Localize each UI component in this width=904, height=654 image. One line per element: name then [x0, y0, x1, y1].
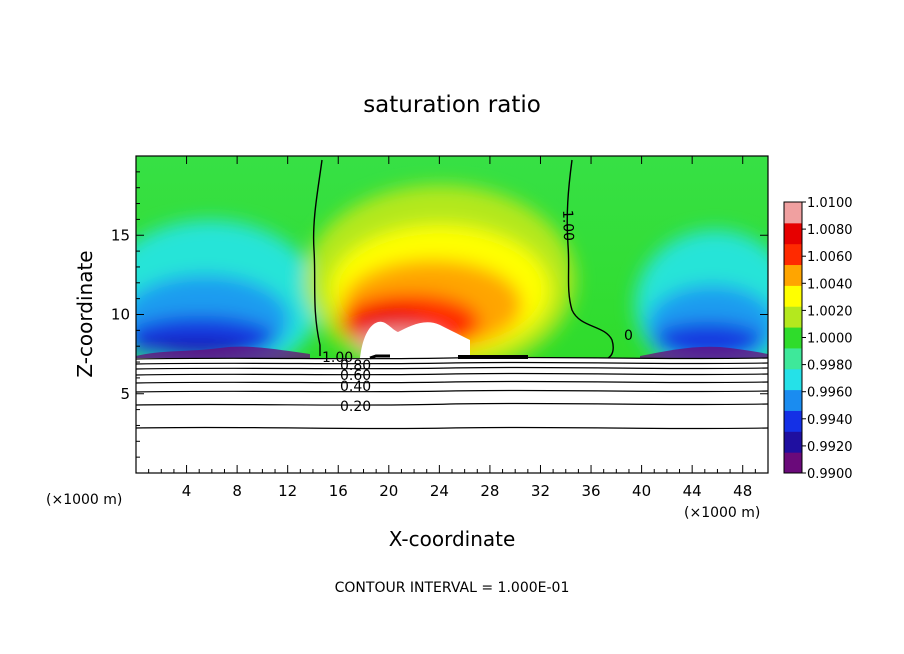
colorbar: 1.0100 1.0080 1.0060 1.0040 1.0020 1.0000 0.99… — [783, 196, 853, 482]
colorbar-swatch-5 — [784, 347, 802, 370]
colorbar-label-3: 1.0040 — [807, 277, 853, 292]
contour-interval-footer: CONTOUR INTERVAL = 1.000E-01 — [335, 580, 570, 596]
colorbar-label-5: 1.0000 — [807, 332, 853, 347]
colorbar-label-7: 0.9960 — [807, 386, 853, 401]
x-tick-label-9: 40 — [632, 482, 651, 500]
colorbar-swatch-4 — [784, 368, 802, 391]
x-tick-label-5: 24 — [430, 482, 449, 500]
colorbar-label-8: 0.9940 — [807, 413, 853, 428]
y-tick-label-1: 10 — [111, 306, 130, 324]
contour-label-020: 0.20 — [340, 399, 371, 415]
contour-labels: 1.00 1.00 0 0.80 0.60 0.40 0.20 — [322, 210, 633, 415]
colorbar-swatch-3 — [784, 389, 802, 411]
colorbar-swatch-7 — [784, 306, 802, 328]
y-axis: 5 10 15 — [111, 171, 768, 458]
x-axis: 4 8 12 16 20 24 28 32 36 40 44 48 — [148, 156, 756, 500]
colorbar-label-0: 1.0100 — [807, 196, 853, 211]
lower-rim-right — [640, 346, 768, 358]
colorbar-label-6: 0.9980 — [807, 359, 853, 374]
colorbar-label-4: 1.0020 — [807, 304, 853, 319]
colorbar-label-1: 1.0080 — [807, 223, 853, 238]
contour-label-080: 0.80 — [340, 358, 371, 374]
colorbar-swatch-11 — [784, 222, 802, 245]
x-tick-label-6: 28 — [480, 482, 499, 500]
contour-label-100-right: 1.00 — [559, 210, 576, 242]
y-tick-label-0: 5 — [120, 385, 130, 403]
contour-label-0: 0 — [624, 328, 633, 344]
x-tick-label-3: 16 — [329, 482, 348, 500]
x-tick-label-10: 44 — [683, 482, 702, 500]
colorbar-swatch-10 — [784, 243, 802, 266]
colorbar-swatch-12 — [784, 202, 802, 224]
y-axis-label: Z-coordinate — [73, 250, 97, 377]
colorbar-swatch-8 — [784, 285, 802, 307]
chart-title: saturation ratio — [363, 92, 541, 118]
x-tick-label-4: 20 — [379, 482, 398, 500]
colorbar-swatch-2 — [784, 410, 802, 432]
contour-label-100-left: 1.00 — [322, 350, 353, 366]
x-tick-label-2: 12 — [278, 482, 297, 500]
colorbar-label-9: 0.9920 — [807, 440, 853, 455]
x-tick-label-7: 32 — [531, 482, 550, 500]
x-tick-label-11: 48 — [733, 482, 752, 500]
y-tick-label-2: 15 — [111, 226, 130, 244]
colorbar-label-2: 1.0060 — [807, 250, 853, 265]
x-unit-right: (×1000 m) — [684, 505, 760, 521]
saturation-field — [136, 156, 768, 358]
colorbar-label-10: 0.9900 — [807, 467, 853, 482]
contour-lines — [135, 159, 769, 430]
x-tick-label-8: 36 — [581, 482, 600, 500]
colorbar-swatch-6 — [784, 327, 802, 349]
saturated-core — [360, 321, 470, 358]
contour-label-040: 0.40 — [340, 379, 371, 395]
x-tick-label-1: 8 — [232, 482, 242, 500]
contour-label-060: 0.60 — [340, 368, 371, 384]
colorbar-swatch-9 — [784, 264, 802, 286]
colorbar-swatch-0 — [784, 452, 802, 474]
x-axis-label: X-coordinate — [389, 527, 516, 551]
colorbar-swatch-1 — [784, 431, 802, 453]
x-unit-left: (×1000 m) — [46, 492, 122, 508]
lower-rim — [136, 346, 310, 358]
x-tick-label-0: 4 — [182, 482, 192, 500]
